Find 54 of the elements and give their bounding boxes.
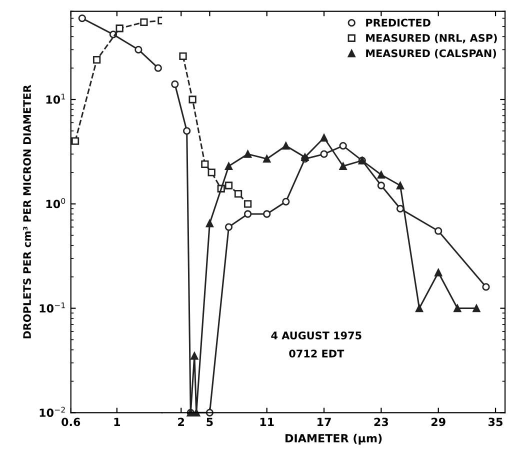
point — [263, 210, 271, 218]
point — [234, 190, 242, 198]
y-tick-label: 10$^{0}$ — [46, 198, 66, 208]
y-axis-title: DROPLETS PER cm³ PER MICRON DIAMETER — [23, 84, 31, 338]
point — [434, 268, 442, 276]
x-tick-label: 29 — [432, 418, 446, 426]
x-tick-label: 23 — [374, 418, 388, 426]
y-tick-label: 10$^{1}$ — [46, 94, 65, 104]
point — [188, 96, 196, 104]
point — [282, 198, 290, 206]
point — [224, 162, 233, 170]
point — [192, 408, 200, 416]
point — [482, 283, 490, 291]
point — [320, 150, 328, 158]
x-tick-label: 0.6 — [62, 418, 80, 426]
point — [377, 170, 386, 179]
point — [263, 155, 271, 163]
point — [339, 142, 347, 150]
point — [224, 182, 233, 190]
point — [320, 134, 328, 142]
y-tick-label: 10$^{−2}$ — [40, 406, 65, 417]
x-tick-label: 5 — [206, 418, 213, 426]
point — [244, 150, 252, 158]
legend-label: MEASURED (CALSPAN) — [366, 49, 496, 58]
point — [377, 182, 386, 190]
x-tick-label: 35 — [488, 418, 502, 426]
point — [282, 142, 290, 150]
x-axis-title: DIAMETER (µm) — [286, 434, 382, 445]
x-tick-label: 2 — [178, 418, 184, 426]
x-tick-label: 17 — [318, 418, 331, 426]
x-tick-label: 11 — [260, 418, 274, 426]
point — [415, 304, 424, 312]
point — [179, 52, 187, 60]
point — [396, 204, 404, 212]
point — [339, 162, 347, 170]
point — [472, 304, 480, 312]
point — [244, 210, 252, 218]
point — [208, 168, 216, 176]
point — [224, 223, 233, 231]
annotation: 0712 EDT — [289, 350, 344, 358]
point — [171, 80, 179, 88]
annotation: 4 AUGUST 1975 — [271, 332, 362, 340]
point — [183, 127, 191, 135]
point — [206, 220, 214, 228]
legend-label: PREDICTED — [366, 18, 430, 27]
y-tick-label: 10$^{−1}$ — [40, 302, 65, 313]
legend-label: MEASURED (NRL, ASP) — [366, 34, 497, 44]
point — [454, 304, 462, 312]
point — [244, 200, 252, 208]
point — [396, 182, 404, 190]
point — [434, 227, 442, 235]
x-tick-label: 1 — [114, 418, 120, 426]
point — [190, 352, 198, 360]
point — [201, 160, 209, 168]
